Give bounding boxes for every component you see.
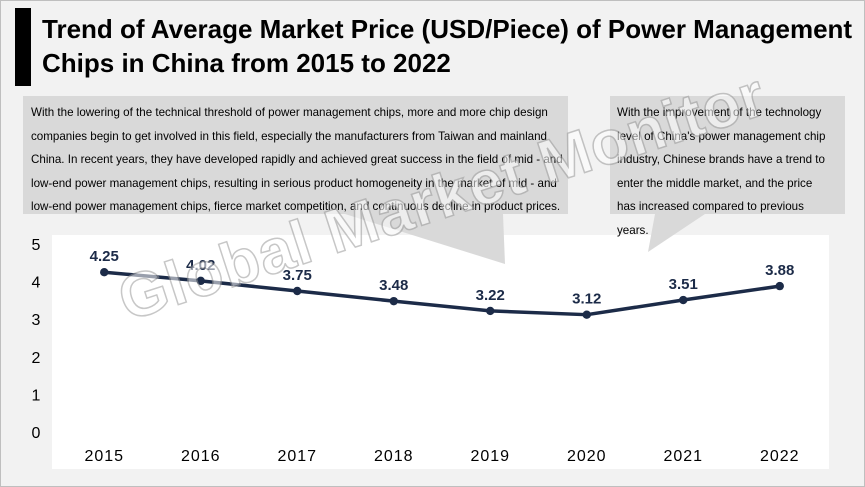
data-label: 4.02 bbox=[186, 257, 215, 274]
data-point bbox=[486, 306, 495, 316]
callout-right-text: With the improvement of the technology l… bbox=[617, 106, 826, 237]
callout-left-shape bbox=[23, 96, 568, 264]
y-tick-label: 4 bbox=[32, 275, 41, 292]
x-tick-label: 2022 bbox=[760, 448, 800, 465]
data-point bbox=[679, 295, 688, 305]
data-point bbox=[100, 268, 109, 277]
x-tick-label: 2015 bbox=[84, 448, 124, 465]
plot-area bbox=[52, 235, 829, 469]
data-point bbox=[293, 286, 302, 296]
y-tick-label: 1 bbox=[32, 387, 41, 404]
data-label: 3.51 bbox=[669, 276, 698, 293]
y-tick-label: 2 bbox=[32, 350, 41, 367]
data-label: 3.88 bbox=[765, 262, 794, 279]
series-line bbox=[102, 270, 782, 317]
data-point bbox=[775, 281, 784, 291]
page-title: Trend of Average Market Price (USD/Piece… bbox=[42, 14, 853, 78]
x-tick-label: 2021 bbox=[663, 448, 703, 465]
data-point bbox=[196, 276, 205, 286]
y-tick-label: 0 bbox=[32, 425, 41, 442]
x-tick-label: 2020 bbox=[567, 448, 607, 465]
callout-left-text: With the lowering of the technical thres… bbox=[31, 106, 563, 214]
data-point bbox=[389, 296, 398, 306]
y-tick-label: 3 bbox=[32, 312, 41, 329]
data-label: 3.12 bbox=[572, 291, 601, 308]
data-label: 4.25 bbox=[90, 248, 119, 265]
data-label: 3.22 bbox=[476, 287, 505, 304]
x-tick-label: 2016 bbox=[181, 448, 221, 465]
callout-right-shape bbox=[610, 96, 845, 252]
x-tick-label: 2018 bbox=[374, 448, 414, 465]
data-label: 3.48 bbox=[379, 277, 408, 294]
title-accent-bar bbox=[15, 8, 31, 86]
data-label: 3.75 bbox=[283, 267, 312, 284]
y-tick-label: 5 bbox=[32, 237, 41, 254]
x-tick-label: 2019 bbox=[470, 448, 510, 465]
data-point bbox=[582, 310, 591, 319]
x-tick-label: 2017 bbox=[277, 448, 317, 465]
